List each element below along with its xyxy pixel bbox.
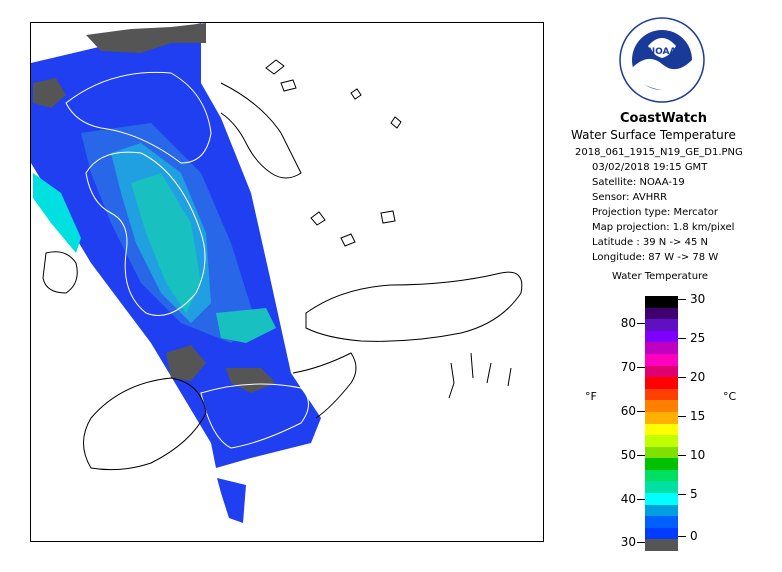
logo-bird bbox=[648, 38, 676, 58]
fahrenheit-label: 50 bbox=[620, 448, 636, 462]
color-segment bbox=[645, 516, 678, 529]
color-segment bbox=[645, 481, 678, 494]
sensor: Sensor: AVHRR bbox=[592, 192, 668, 203]
fahrenheit-tick bbox=[637, 542, 645, 543]
color-segment bbox=[645, 388, 678, 401]
logo-wave bbox=[632, 58, 692, 91]
color-segment bbox=[645, 377, 678, 390]
fahrenheit-tick bbox=[637, 323, 645, 324]
fahrenheit-label: 30 bbox=[620, 535, 636, 549]
cloud-patch-se bbox=[226, 368, 276, 393]
fahrenheit-tick bbox=[637, 367, 645, 368]
title: CoastWatch bbox=[620, 111, 708, 126]
celsius-label: 10 bbox=[690, 448, 706, 462]
color-segment bbox=[645, 493, 678, 506]
celsius-label: 0 bbox=[690, 529, 698, 543]
celsius-tick bbox=[678, 377, 686, 378]
cloud-patch-north bbox=[86, 23, 206, 53]
map-panel bbox=[30, 22, 544, 542]
file-id: 2018_061_1915_N19_GE_D1.PNG bbox=[575, 147, 743, 158]
satellite: Satellite: NOAA-19 bbox=[592, 177, 685, 188]
sst-map bbox=[31, 23, 523, 523]
color-segment bbox=[645, 365, 678, 378]
lake-erie-outline bbox=[200, 383, 309, 449]
celsius-label: 25 bbox=[690, 331, 706, 345]
fahrenheit-label: 60 bbox=[620, 404, 636, 418]
color-segment bbox=[645, 319, 678, 332]
celsius-tick bbox=[678, 536, 686, 537]
color-segment bbox=[645, 435, 678, 448]
sst-patch-teal-2 bbox=[216, 308, 276, 343]
celsius-tick bbox=[678, 455, 686, 456]
fahrenheit-tick bbox=[637, 455, 645, 456]
color-segment bbox=[645, 504, 678, 517]
color-segment bbox=[645, 458, 678, 471]
color-segment bbox=[645, 446, 678, 459]
color-segment bbox=[645, 400, 678, 413]
color-segment bbox=[645, 411, 678, 424]
fahrenheit-label: 80 bbox=[620, 316, 636, 330]
color-segment bbox=[645, 353, 678, 367]
coastline-islands-east bbox=[265, 59, 512, 399]
color-segment bbox=[645, 423, 678, 436]
subtitle: Water Surface Temperature bbox=[571, 128, 736, 142]
unit-fahrenheit: °F bbox=[585, 390, 597, 403]
color-segment bbox=[645, 527, 678, 540]
color-segment bbox=[645, 296, 678, 309]
celsius-label: 15 bbox=[690, 409, 706, 423]
map-projection: Map projection: 1.8 km/pixel bbox=[592, 222, 735, 233]
color-segment bbox=[645, 330, 678, 343]
celsius-tick bbox=[678, 299, 686, 300]
sst-patch-teal bbox=[131, 173, 201, 313]
color-segment bbox=[645, 539, 678, 552]
cloud-patch-west bbox=[33, 78, 66, 108]
color-segment bbox=[645, 307, 678, 320]
fahrenheit-label: 40 bbox=[620, 492, 636, 506]
color-scale-bar bbox=[645, 296, 678, 552]
coastline-lake-erie bbox=[83, 377, 207, 471]
celsius-tick bbox=[678, 416, 686, 417]
longitude-range: Longitude: 87 W -> 78 W bbox=[592, 252, 719, 263]
color-segment bbox=[645, 469, 678, 482]
lake-huron-outline bbox=[65, 71, 212, 164]
latitude-range: Latitude : 39 N -> 45 N bbox=[592, 237, 708, 248]
color-segment bbox=[645, 342, 678, 355]
cloud-patch-south bbox=[166, 345, 206, 381]
coastline-niagara bbox=[292, 352, 357, 419]
lake-michigan-outline bbox=[85, 151, 206, 316]
celsius-tick bbox=[678, 338, 686, 339]
celsius-label: 30 bbox=[690, 292, 706, 306]
celsius-label: 20 bbox=[690, 370, 706, 384]
legend-title: Water Temperature bbox=[612, 271, 709, 282]
projection-type: Projection type: Mercator bbox=[592, 207, 718, 218]
swath-tail bbox=[217, 478, 246, 523]
celsius-label: 5 bbox=[690, 487, 698, 501]
unit-celsius: °C bbox=[723, 390, 737, 403]
fahrenheit-tick bbox=[637, 411, 645, 412]
celsius-tick bbox=[678, 494, 686, 495]
noaa-logo: NOAA bbox=[619, 17, 705, 103]
sst-patch-shore bbox=[33, 173, 81, 253]
coastline-georgian-bay bbox=[220, 82, 302, 179]
coastline-lake-ontario bbox=[305, 271, 523, 342]
coastline-lake-michigan-west bbox=[42, 251, 78, 294]
fahrenheit-label: 70 bbox=[620, 360, 636, 374]
logo-text: NOAA bbox=[648, 47, 677, 57]
fahrenheit-tick bbox=[637, 499, 645, 500]
date-time: 03/02/2018 19:15 GMT bbox=[592, 162, 708, 173]
